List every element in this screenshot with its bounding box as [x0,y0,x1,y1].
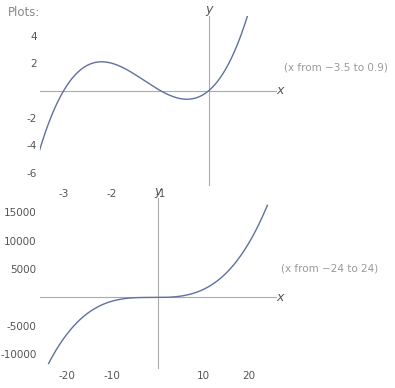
Text: Plots:: Plots: [8,6,40,19]
Text: y: y [205,2,213,16]
Text: y: y [154,185,162,198]
Text: (x from −3.5 to 0.9): (x from −3.5 to 0.9) [284,62,387,72]
Text: (x from −24 to 24): (x from −24 to 24) [281,264,378,274]
Text: x: x [276,84,284,97]
Text: x: x [276,291,284,304]
